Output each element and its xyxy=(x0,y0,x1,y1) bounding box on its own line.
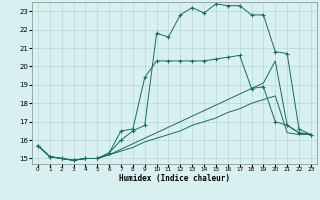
X-axis label: Humidex (Indice chaleur): Humidex (Indice chaleur) xyxy=(119,174,230,183)
